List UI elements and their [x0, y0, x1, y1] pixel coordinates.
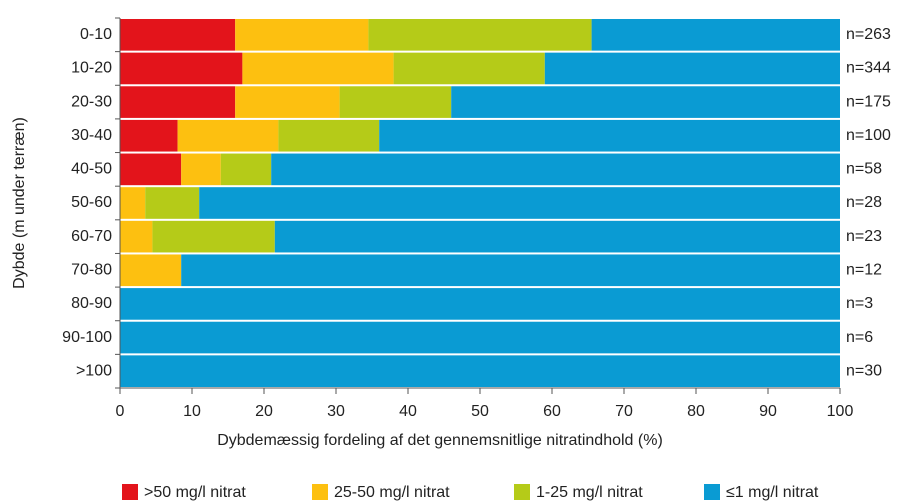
y-tick-label: 20-30 [71, 93, 112, 110]
bar-segment [120, 19, 236, 51]
row-label: n=30 [846, 362, 882, 379]
bar-segment [120, 86, 236, 118]
legend-label: >50 mg/l nitrat [144, 484, 246, 501]
y-tick-label: 40-50 [71, 161, 112, 178]
y-tick-label: 30-40 [71, 127, 112, 144]
row-label: n=23 [846, 228, 882, 245]
row-label: n=100 [846, 127, 891, 144]
y-tick-label: 60-70 [71, 228, 112, 245]
row-label: n=344 [846, 60, 891, 77]
x-tick-label: 30 [327, 403, 345, 420]
bar-segment [199, 187, 840, 219]
bar-segment [181, 254, 840, 287]
bar-segment [278, 119, 380, 152]
legend-swatch [122, 484, 138, 500]
bar-segment [235, 19, 369, 51]
bar-segment [120, 153, 182, 186]
legend-swatch [312, 484, 328, 500]
bar-segment [120, 187, 146, 219]
x-tick-label: 60 [543, 403, 561, 420]
bar-segment [271, 153, 840, 186]
row-label: n=28 [846, 194, 882, 211]
legend-label: 1-25 mg/l nitrat [536, 484, 643, 501]
row-label: n=6 [846, 329, 873, 346]
row-label: n=263 [846, 26, 891, 43]
bar-segment [120, 52, 243, 85]
bar-segment [177, 119, 279, 152]
y-tick-label: 90-100 [62, 329, 112, 346]
x-tick-label: 90 [759, 403, 777, 420]
bar-segment [235, 86, 340, 118]
y-tick-label: 0-10 [80, 26, 112, 43]
row-label: n=3 [846, 295, 873, 312]
x-tick-label: 10 [183, 403, 201, 420]
bar-segment [274, 220, 840, 253]
x-tick-label: 70 [615, 403, 633, 420]
bar-segment [120, 220, 153, 253]
x-tick-label: 0 [116, 403, 125, 420]
bar-segment [120, 355, 840, 387]
x-tick-label: 20 [255, 403, 273, 420]
x-tick-label: 40 [399, 403, 417, 420]
bar-segment [379, 119, 840, 152]
y-tick-label: 50-60 [71, 194, 112, 211]
y-tick-label: 10-20 [71, 60, 112, 77]
y-tick-label: 70-80 [71, 261, 112, 278]
bar-segment [120, 119, 178, 152]
x-axis-title: Dybdemæssig fordeling af det gennemsnitl… [217, 432, 663, 449]
bar-segment [451, 86, 840, 118]
y-tick-label: 80-90 [71, 295, 112, 312]
legend-swatch [514, 484, 530, 500]
bar-segment [181, 153, 221, 186]
row-label: n=175 [846, 93, 891, 110]
y-axis-title: Dybde (m under terræn) [11, 117, 28, 289]
bar-segment [120, 288, 840, 320]
bar-segment [120, 254, 182, 287]
bar-segment [242, 52, 394, 85]
row-label: n=58 [846, 161, 882, 178]
bar-segment [339, 86, 452, 118]
bar-segment [368, 19, 592, 51]
legend-label: ≤1 mg/l nitrat [726, 484, 819, 501]
bar-segment [591, 19, 840, 51]
legend-swatch [704, 484, 720, 500]
row-label: n=12 [846, 261, 882, 278]
y-tick-label: >100 [76, 362, 112, 379]
bar-segment [120, 321, 840, 354]
x-tick-label: 100 [827, 403, 854, 420]
x-tick-label: 80 [687, 403, 705, 420]
bar-segment [152, 220, 275, 253]
bar-segment [220, 153, 272, 186]
x-tick-label: 50 [471, 403, 489, 420]
bar-segment [393, 52, 545, 85]
legend-label: 25-50 mg/l nitrat [334, 484, 450, 501]
bar-segment [145, 187, 200, 219]
bar-segment [544, 52, 840, 85]
